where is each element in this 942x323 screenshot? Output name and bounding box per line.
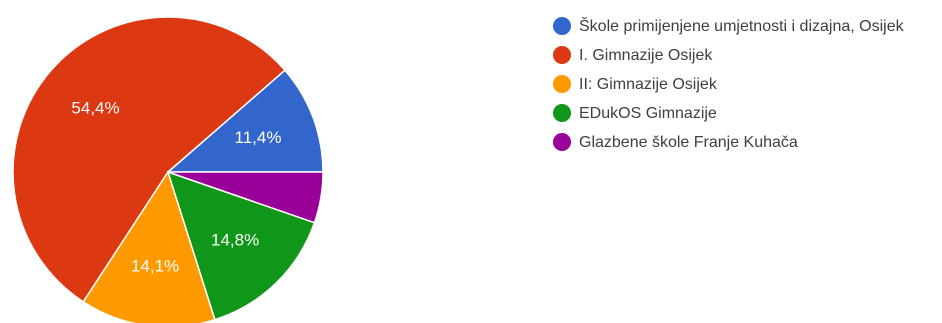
pie-slice-0 <box>165 69 324 173</box>
legend-item-1: I. Gimnazije Osijek <box>553 45 938 66</box>
legend-swatch-icon <box>553 17 571 35</box>
slice-label-1: 54,4% <box>71 98 119 117</box>
slice-label-0: 11,4% <box>235 128 282 147</box>
legend: Škole primijenjene umjetnosti i dizajna,… <box>553 16 938 161</box>
pie-slice-4 <box>167 171 324 224</box>
pie-slices <box>12 16 324 323</box>
slice-label-2: 14,1% <box>131 257 179 276</box>
legend-item-3: EDukOS Gimnazije <box>553 103 938 124</box>
slice-label-3: 14,8% <box>211 230 259 249</box>
legend-item-2: II: Gimnazije Osijek <box>553 74 938 95</box>
legend-label: I. Gimnazije Osijek <box>579 47 713 64</box>
pie-slice-2 <box>82 170 216 323</box>
legend-swatch-icon <box>553 75 571 93</box>
legend-label: II: Gimnazije Osijek <box>579 76 717 93</box>
legend-label: EDukOS Gimnazije <box>579 105 717 122</box>
legend-item-4: Glazbene škole Franje Kuhača <box>553 132 938 153</box>
legend-label: Glazbene škole Franje Kuhača <box>579 134 798 151</box>
pie-slice-labels: 11,4% 54,4% 14,1% 14,8% <box>71 98 281 275</box>
legend-label: Škole primijenjene umjetnosti i dizajna,… <box>579 18 904 35</box>
legend-swatch-icon <box>553 104 571 122</box>
legend-item-0: Škole primijenjene umjetnosti i dizajna,… <box>553 16 938 37</box>
pie-slice-3 <box>166 170 316 321</box>
legend-swatch-icon <box>553 133 571 151</box>
pie-plot: 11,4% 54,4% 14,1% 14,8% <box>12 16 324 323</box>
legend-swatch-icon <box>553 46 571 64</box>
pie-slice-1 <box>12 16 286 303</box>
